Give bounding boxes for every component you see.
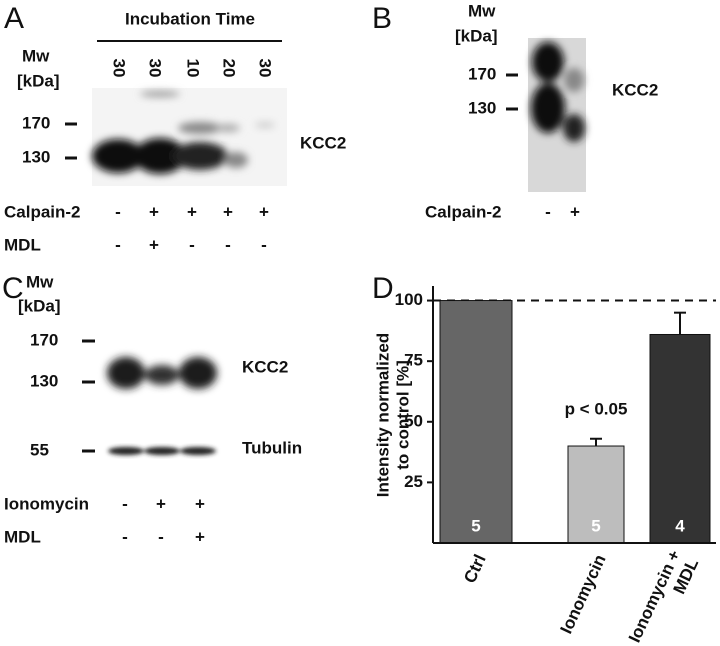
unit-label: [kDa] [455,26,498,45]
mw-label: Mw [468,1,496,20]
x-tick-label: Ionomycin +MDL [625,547,702,646]
panel-label: C [2,272,24,305]
y-tick-label: 100 [395,290,423,309]
lane-label: 30 [110,59,129,78]
sign: + [223,202,233,221]
x-tick-label: Ctrl [460,552,490,587]
sign: + [570,202,580,221]
n-label: 4 [675,516,685,535]
marker-label: 170 [30,330,58,349]
band-label: KCC2 [300,133,346,152]
n-label: 5 [591,516,600,535]
lane-label: 10 [184,59,203,78]
sign: - [261,235,267,254]
sign: - [158,527,164,546]
sign: - [115,235,121,254]
x-tick-label: Ionomycin [557,552,610,637]
blot-b [528,38,586,192]
marker-label: 170 [468,64,496,83]
marker-label: 130 [30,371,58,390]
blot-a [92,88,287,186]
band-label: KCC2 [242,357,288,376]
band-label: KCC2 [612,80,658,99]
sign: + [149,235,159,254]
marker-label: 170 [22,113,50,132]
unit-label: [kDa] [18,296,61,315]
unit-label: [kDa] [17,71,60,90]
header: Incubation Time [125,9,255,28]
bar [567,445,625,544]
sign: + [195,527,205,546]
row-label: MDL [4,235,41,254]
sign: - [545,202,551,221]
y-tick-label: 75 [404,351,423,370]
lane-label: 20 [220,59,239,78]
panel-label: B [372,2,392,35]
sign: + [259,202,269,221]
row-label: Calpain-2 [4,202,81,221]
marker-label: 55 [30,440,49,459]
lane-label: 30 [256,59,275,78]
panel-label: D [372,272,394,305]
band-label: Tubulin [242,438,302,457]
y-axis-label: to control [%] [393,360,412,470]
sign: - [189,235,195,254]
bar [649,333,711,544]
row-label: MDL [4,527,41,546]
mw-label: Mw [22,46,50,65]
marker-label: 130 [22,147,50,166]
blot-c [107,357,217,455]
lane-label: 30 [146,59,165,78]
marker-label: 130 [468,98,496,117]
y-tick-label: 25 [404,472,423,491]
sign: + [195,494,205,513]
annotation: p < 0.05 [565,399,628,418]
bar [439,300,513,544]
y-axis-label: Intensity normalized [373,333,392,497]
sign: - [115,202,121,221]
mw-label: Mw [26,272,54,291]
sign: - [122,494,128,513]
sign: - [122,527,128,546]
panel-label: A [4,2,24,35]
row-label: Ionomycin [4,494,89,513]
row-label: Calpain-2 [425,202,502,221]
n-label: 5 [471,516,480,535]
sign: + [187,202,197,221]
sign: - [225,235,231,254]
sign: + [149,202,159,221]
sign: + [156,494,166,513]
y-tick-label: 50 [404,411,423,430]
